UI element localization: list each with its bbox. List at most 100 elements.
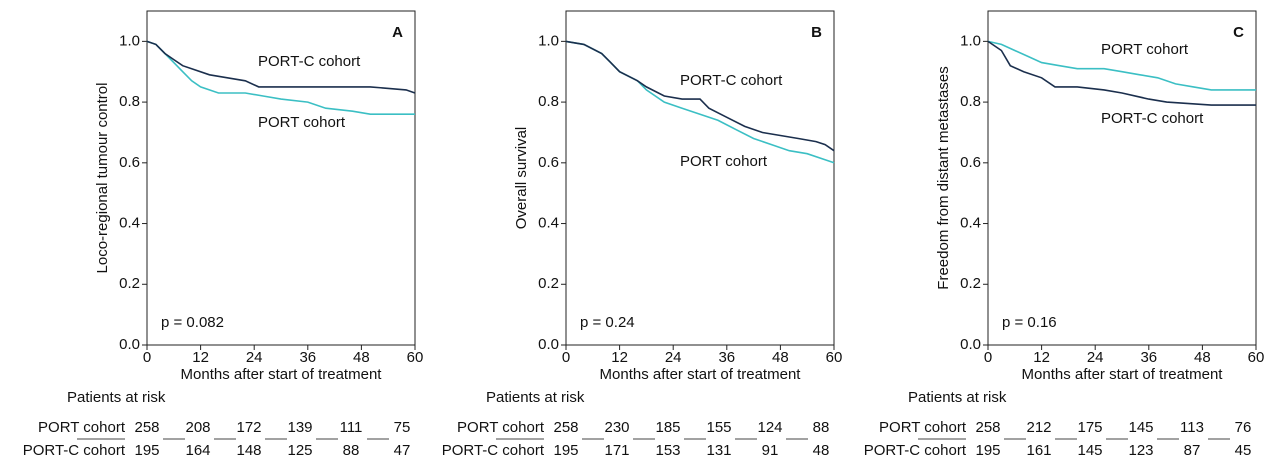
at-risk-count: 47: [394, 442, 411, 459]
at-risk-count: 164: [185, 442, 210, 459]
survival-curve: [987, 40, 1256, 106]
at-risk-count: 75: [394, 419, 411, 436]
at-risk-count: 148: [236, 442, 261, 459]
x-axis-label: Months after start of treatment: [600, 366, 802, 383]
x-tick-label: 0: [143, 349, 151, 366]
x-tick-label: 60: [1248, 349, 1265, 366]
at-risk-count: 172: [236, 419, 261, 436]
plot-frame: [987, 10, 1257, 346]
at-risk-count: 145: [1077, 442, 1102, 459]
p-value: p = 0.082: [161, 314, 224, 331]
y-tick-label: 1.0: [538, 32, 559, 49]
series-label: PORT-C cohort: [258, 53, 361, 70]
at-risk-count: 195: [134, 442, 159, 459]
y-tick-label: 0.4: [538, 215, 559, 232]
at-risk-count: 87: [1184, 442, 1201, 459]
y-tick-label: 0.2: [538, 275, 559, 292]
y-tick-label: 0.2: [960, 275, 981, 292]
x-tick-label: 0: [562, 349, 570, 366]
y-tick-label: 1.0: [119, 32, 140, 49]
at-risk-count: 212: [1026, 419, 1051, 436]
panel-letter: C: [1233, 24, 1244, 41]
at-risk-count: 175: [1077, 419, 1102, 436]
x-tick-label: 12: [1033, 349, 1050, 366]
at-risk-row-label: PORT-C cohort: [23, 442, 126, 459]
x-tick-label: 60: [826, 349, 843, 366]
series-label: PORT-C cohort: [1101, 110, 1204, 127]
x-tick-label: 48: [1194, 349, 1211, 366]
x-tick-label: 36: [1140, 349, 1157, 366]
at-risk-title: Patients at risk: [67, 389, 166, 406]
x-tick-label: 36: [718, 349, 735, 366]
at-risk-title: Patients at risk: [908, 389, 1007, 406]
y-tick-label: 0.8: [538, 93, 559, 110]
at-risk-count: 155: [706, 419, 731, 436]
at-risk-title: Patients at risk: [486, 389, 585, 406]
at-risk-row-label: PORT cohort: [879, 419, 967, 436]
at-risk-row-label: PORT-C cohort: [442, 442, 545, 459]
at-risk-count: 171: [604, 442, 629, 459]
at-risk-count: 88: [343, 442, 360, 459]
series-label: PORT cohort: [1101, 41, 1189, 58]
at-risk-count: 258: [134, 419, 159, 436]
plot-frame: [146, 10, 416, 346]
series-label: PORT cohort: [680, 153, 768, 170]
y-tick-label: 0.2: [119, 275, 140, 292]
y-tick-label: 0.0: [960, 336, 981, 353]
y-tick-label: 0.0: [538, 336, 559, 353]
at-risk-row-label: PORT cohort: [457, 419, 545, 436]
y-axis-label: Loco-regional tumour control: [94, 83, 111, 274]
y-tick-label: 0.4: [119, 215, 140, 232]
survival-curve: [565, 40, 835, 164]
survival-curve: [146, 40, 415, 115]
at-risk-count: 185: [655, 419, 680, 436]
at-risk-row-label: PORT cohort: [38, 419, 126, 436]
at-risk-count: 124: [757, 419, 782, 436]
at-risk-count: 123: [1128, 442, 1153, 459]
x-axis-label: Months after start of treatment: [1022, 366, 1224, 383]
y-tick-label: 1.0: [960, 32, 981, 49]
at-risk-count: 208: [185, 419, 210, 436]
series-label: PORT-C cohort: [680, 72, 783, 89]
at-risk-count: 195: [553, 442, 578, 459]
series-label: PORT cohort: [258, 114, 346, 131]
at-risk-count: 258: [975, 419, 1000, 436]
x-tick-label: 48: [353, 349, 370, 366]
y-tick-label: 0.6: [960, 154, 981, 171]
at-risk-count: 113: [1180, 419, 1204, 436]
p-value: p = 0.24: [580, 314, 635, 331]
at-risk-count: 153: [655, 442, 680, 459]
panel-letter: A: [392, 24, 403, 41]
p-value: p = 0.16: [1002, 314, 1057, 331]
at-risk-count: 258: [553, 419, 578, 436]
x-axis-label: Months after start of treatment: [181, 366, 383, 383]
y-tick-label: 0.6: [119, 154, 140, 171]
survival-curve: [565, 40, 835, 152]
survival-curve: [987, 40, 1256, 91]
x-tick-label: 36: [299, 349, 316, 366]
at-risk-count: 76: [1235, 419, 1252, 436]
panel-letter: B: [811, 24, 822, 41]
at-risk-count: 139: [287, 419, 312, 436]
at-risk-count: 195: [975, 442, 1000, 459]
x-tick-label: 0: [984, 349, 992, 366]
x-tick-label: 24: [665, 349, 682, 366]
x-tick-label: 24: [246, 349, 263, 366]
y-axis-label: Freedom from distant metastases: [935, 66, 952, 289]
y-tick-label: 0.8: [960, 93, 981, 110]
y-tick-label: 0.6: [538, 154, 559, 171]
at-risk-count: 145: [1128, 419, 1153, 436]
at-risk-count: 45: [1235, 442, 1252, 459]
y-tick-label: 0.0: [119, 336, 140, 353]
at-risk-count: 161: [1026, 442, 1051, 459]
at-risk-count: 125: [287, 442, 312, 459]
at-risk-count: 91: [762, 442, 779, 459]
x-tick-label: 60: [407, 349, 424, 366]
y-tick-label: 0.4: [960, 215, 981, 232]
y-tick-label: 0.8: [119, 93, 140, 110]
at-risk-row-label: PORT-C cohort: [864, 442, 967, 459]
x-tick-label: 12: [192, 349, 209, 366]
x-tick-label: 48: [772, 349, 789, 366]
